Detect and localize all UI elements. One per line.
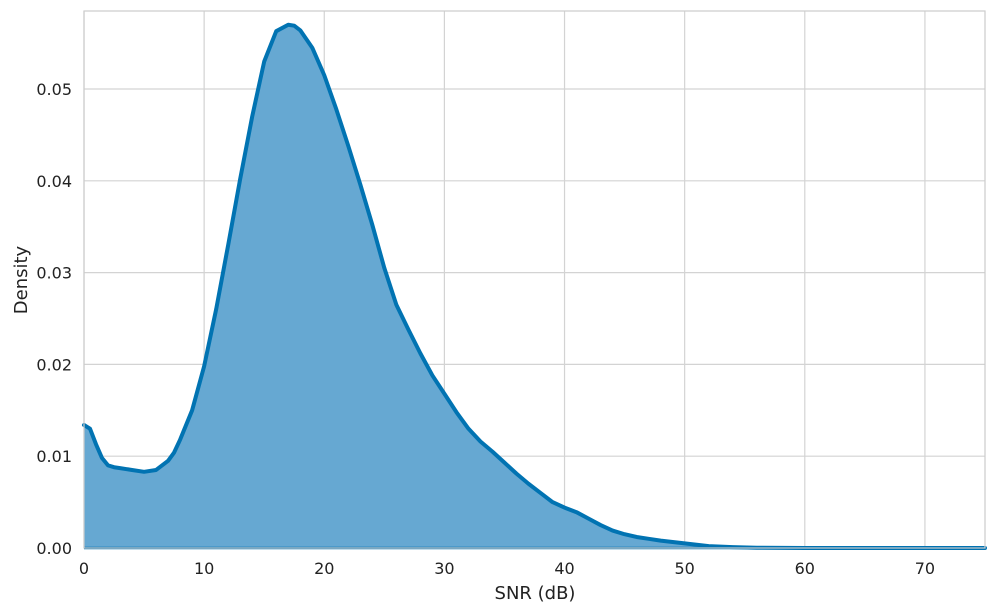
x-tick-label: 70 [915,559,935,578]
y-tick-label: 0.02 [36,355,72,374]
x-tick-label: 10 [194,559,214,578]
density-area [84,24,985,548]
x-axis-label: SNR (dB) [495,583,576,604]
y-tick-label: 0.00 [36,539,72,558]
plot-frame [83,10,986,549]
x-tick-label: 50 [674,559,694,578]
y-tick-label: 0.01 [36,447,72,466]
x-tick-label: 60 [795,559,815,578]
frame-layer [83,10,986,549]
y-tick-label: 0.05 [36,80,72,99]
density-line [82,22,987,550]
y-tick-label: 0.04 [36,172,72,191]
x-tick-label: 0 [79,559,89,578]
x-tick-label: 20 [314,559,334,578]
x-tick-label: 40 [554,559,574,578]
tick-layer: 0 10 20 30 40 50 60 70 0.00 0.01 0.02 0.03 0.04 0.05 [36,80,935,578]
y-tick-label: 0.03 [36,264,72,283]
y-axis-label: Density [11,245,32,314]
x-tick-label: 30 [434,559,454,578]
